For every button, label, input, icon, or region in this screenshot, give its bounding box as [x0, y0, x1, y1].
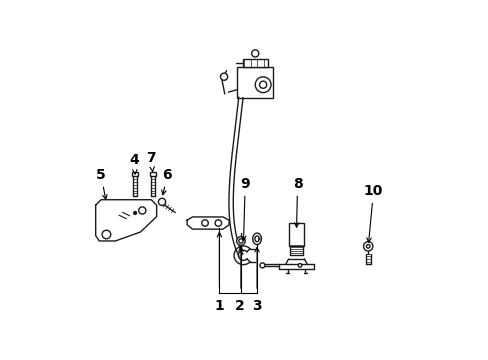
Circle shape	[298, 264, 301, 267]
Circle shape	[255, 77, 270, 93]
Text: 3: 3	[252, 298, 262, 312]
Circle shape	[236, 237, 244, 245]
Circle shape	[102, 230, 110, 239]
Circle shape	[133, 212, 136, 215]
Circle shape	[260, 263, 264, 268]
Bar	[132, 172, 138, 176]
Circle shape	[259, 81, 266, 88]
Bar	[237, 67, 273, 98]
Text: 8: 8	[292, 177, 302, 227]
Text: 1: 1	[214, 298, 224, 312]
Circle shape	[251, 50, 258, 57]
Text: 5: 5	[96, 168, 107, 199]
Circle shape	[139, 207, 145, 214]
Text: 4: 4	[129, 153, 139, 174]
Circle shape	[366, 244, 369, 248]
Circle shape	[158, 198, 165, 206]
Bar	[150, 172, 156, 176]
Bar	[288, 223, 304, 246]
Circle shape	[238, 239, 243, 243]
Text: 9: 9	[240, 177, 249, 240]
Circle shape	[215, 220, 221, 226]
Text: 2: 2	[235, 298, 244, 312]
Text: 10: 10	[363, 184, 383, 242]
Text: 7: 7	[146, 152, 156, 171]
Circle shape	[220, 73, 227, 80]
Circle shape	[202, 220, 208, 226]
Text: 6: 6	[162, 168, 172, 195]
Circle shape	[363, 242, 372, 251]
Bar	[242, 59, 267, 67]
